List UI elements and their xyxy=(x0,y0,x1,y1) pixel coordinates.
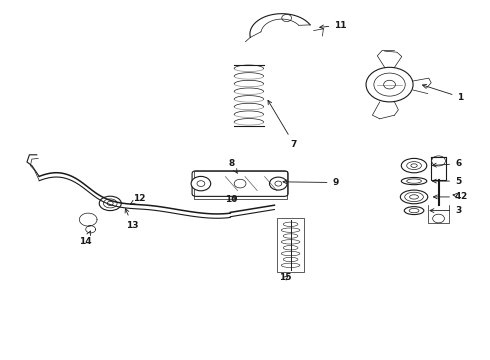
Ellipse shape xyxy=(283,246,298,250)
FancyBboxPatch shape xyxy=(192,171,288,197)
Text: 3: 3 xyxy=(430,206,461,215)
Ellipse shape xyxy=(401,177,427,185)
Text: 5: 5 xyxy=(433,177,461,186)
Ellipse shape xyxy=(99,196,122,211)
Ellipse shape xyxy=(283,222,298,226)
Ellipse shape xyxy=(283,257,298,262)
Circle shape xyxy=(191,176,211,191)
Text: 11: 11 xyxy=(320,21,347,30)
Text: 10: 10 xyxy=(225,195,238,204)
Ellipse shape xyxy=(401,158,427,173)
Circle shape xyxy=(234,179,246,188)
Text: 13: 13 xyxy=(125,209,139,230)
Ellipse shape xyxy=(281,251,300,256)
Text: 7: 7 xyxy=(268,100,297,149)
Text: 15: 15 xyxy=(279,274,292,282)
Text: 8: 8 xyxy=(228,159,238,174)
Ellipse shape xyxy=(281,240,300,244)
Text: 2: 2 xyxy=(453,192,466,201)
Text: 1: 1 xyxy=(422,84,464,102)
Ellipse shape xyxy=(281,228,300,232)
Ellipse shape xyxy=(283,234,298,238)
Text: 12: 12 xyxy=(130,194,146,204)
Circle shape xyxy=(433,214,444,223)
Text: 14: 14 xyxy=(79,231,92,246)
Text: 4: 4 xyxy=(434,192,462,202)
Ellipse shape xyxy=(404,207,424,215)
Ellipse shape xyxy=(400,190,428,204)
Text: 9: 9 xyxy=(283,178,339,187)
Ellipse shape xyxy=(281,263,300,267)
Circle shape xyxy=(432,156,445,166)
Bar xyxy=(194,171,287,199)
Bar xyxy=(431,157,446,180)
Text: 6: 6 xyxy=(433,159,461,168)
Bar xyxy=(277,218,304,272)
Circle shape xyxy=(270,177,287,190)
